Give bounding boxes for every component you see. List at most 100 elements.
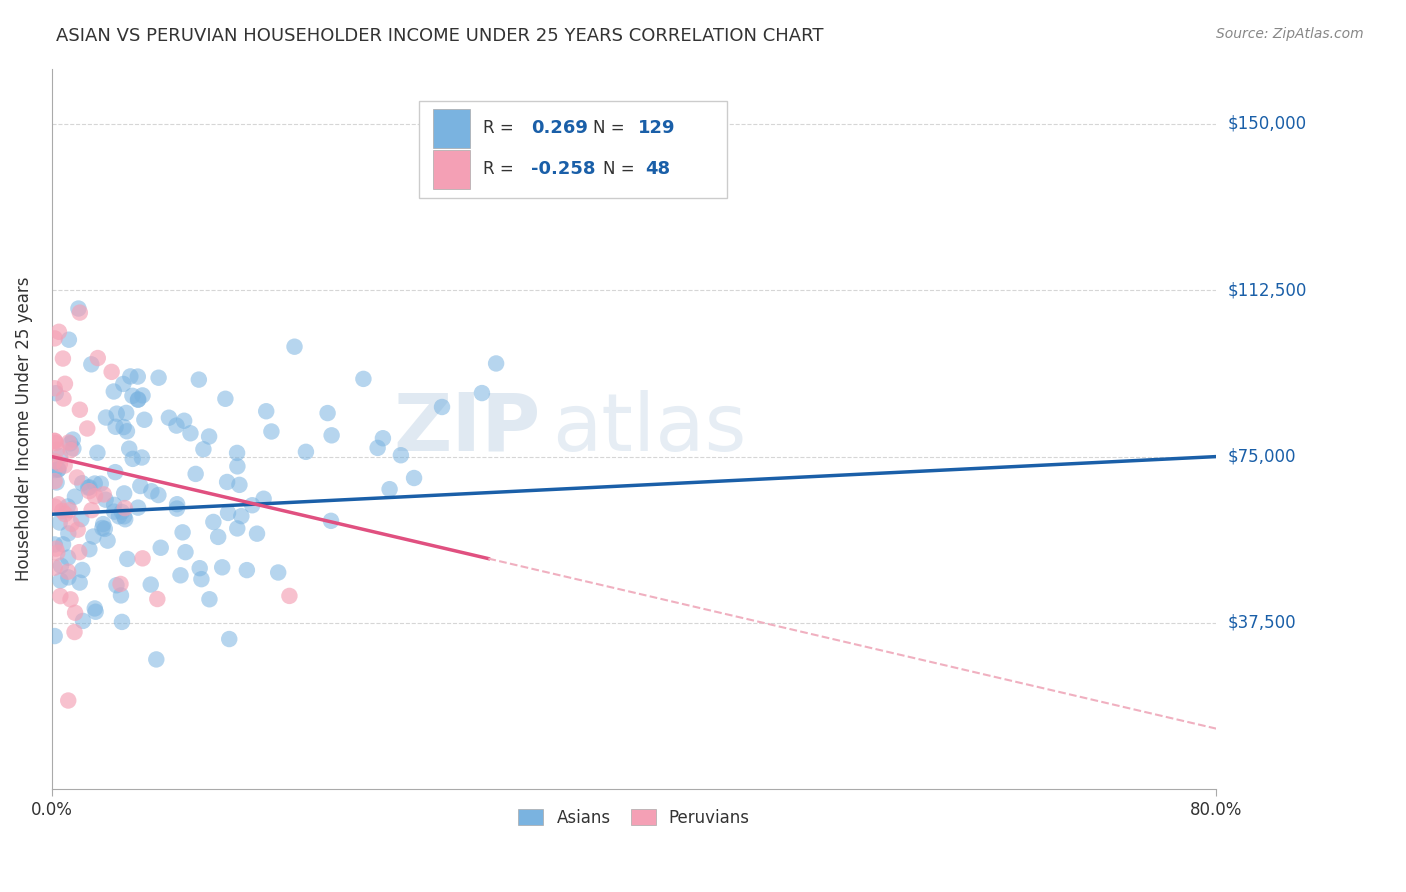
Point <box>145 652 167 666</box>
Text: R =: R = <box>482 161 519 178</box>
Point <box>100 365 122 379</box>
Text: Source: ZipAtlas.com: Source: ZipAtlas.com <box>1216 27 1364 41</box>
Point <box>52 392 75 406</box>
Bar <box>433 109 470 148</box>
Point <box>94 522 117 536</box>
Point <box>70 476 93 491</box>
Point <box>207 530 229 544</box>
Point <box>166 418 188 433</box>
Point <box>91 517 114 532</box>
Point <box>378 482 401 496</box>
Point <box>202 515 225 529</box>
Point <box>84 605 107 619</box>
Point <box>190 572 212 586</box>
Text: $112,500: $112,500 <box>1227 281 1306 300</box>
Point <box>45 436 67 450</box>
Point <box>166 501 188 516</box>
Point <box>49 558 72 573</box>
Point <box>141 484 163 499</box>
Point <box>48 325 70 339</box>
Point <box>112 486 135 500</box>
Point <box>60 516 83 531</box>
Point <box>58 570 80 584</box>
Text: ZIP: ZIP <box>394 390 541 468</box>
Point <box>114 512 136 526</box>
Point <box>59 436 82 450</box>
Point <box>169 568 191 582</box>
Point <box>295 445 318 459</box>
Text: -0.258: -0.258 <box>531 161 596 178</box>
Point <box>110 588 132 602</box>
Point <box>46 546 69 560</box>
Point <box>76 421 98 435</box>
Point <box>127 500 149 515</box>
Point <box>117 552 139 566</box>
Point <box>389 448 412 462</box>
Point <box>44 537 66 551</box>
Point <box>187 373 209 387</box>
Point <box>148 488 170 502</box>
Point <box>72 614 94 628</box>
Text: $37,500: $37,500 <box>1227 614 1296 632</box>
Point <box>104 465 127 479</box>
Point <box>103 384 125 399</box>
Point <box>44 331 66 345</box>
Point <box>127 392 149 407</box>
Point <box>131 388 153 402</box>
Point <box>278 589 301 603</box>
Point <box>103 498 125 512</box>
Point <box>166 497 188 511</box>
Point <box>226 521 249 535</box>
Point <box>66 523 89 537</box>
Text: ASIAN VS PERUVIAN HOUSEHOLDER INCOME UNDER 25 YEARS CORRELATION CHART: ASIAN VS PERUVIAN HOUSEHOLDER INCOME UND… <box>56 27 824 45</box>
Point <box>94 410 117 425</box>
Point <box>319 514 342 528</box>
Point <box>62 433 84 447</box>
Point <box>53 376 76 391</box>
Point <box>430 400 453 414</box>
Text: $75,000: $75,000 <box>1227 448 1296 466</box>
Point <box>173 414 195 428</box>
Point <box>112 376 135 391</box>
Point <box>110 577 132 591</box>
Point <box>367 441 389 455</box>
Point <box>56 500 79 514</box>
Point <box>44 434 66 448</box>
Point <box>58 526 80 541</box>
Point <box>115 424 138 438</box>
Point <box>44 381 66 395</box>
Point <box>198 429 221 443</box>
Point <box>97 533 120 548</box>
Point <box>53 507 76 521</box>
Point <box>179 426 201 441</box>
Point <box>80 357 103 371</box>
Point <box>174 545 197 559</box>
Point <box>56 550 79 565</box>
Point <box>105 578 128 592</box>
Point <box>217 475 239 489</box>
Point <box>49 449 72 463</box>
Point <box>211 560 233 574</box>
Point <box>77 484 100 499</box>
Point <box>58 693 80 707</box>
Point <box>44 629 66 643</box>
Point <box>217 506 239 520</box>
Point <box>103 505 125 519</box>
Point <box>121 389 143 403</box>
Point <box>218 632 240 646</box>
Point <box>240 498 263 512</box>
Point <box>254 404 277 418</box>
Point <box>471 386 494 401</box>
Point <box>112 509 135 524</box>
Point <box>79 542 101 557</box>
Point <box>53 458 76 473</box>
Point <box>66 470 89 484</box>
Point <box>214 392 236 406</box>
Text: 48: 48 <box>645 161 671 178</box>
Point <box>58 333 80 347</box>
Point <box>260 425 283 439</box>
Point <box>131 551 153 566</box>
Point <box>402 471 425 485</box>
Point <box>172 525 194 540</box>
Point <box>228 478 250 492</box>
